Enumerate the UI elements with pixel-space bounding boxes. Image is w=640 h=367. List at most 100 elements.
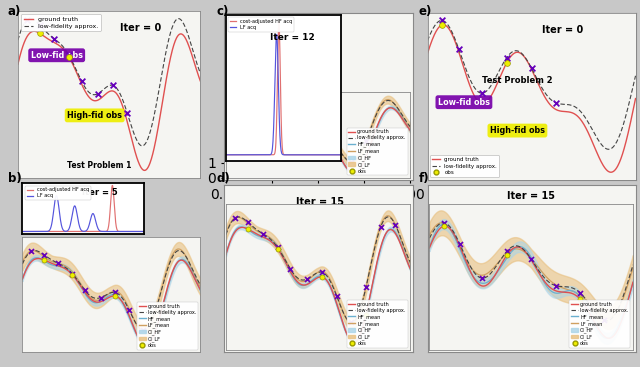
Point [110,293,120,299]
Point [64,52,74,58]
Point [77,79,87,84]
Point [361,138,371,144]
Point [285,128,296,134]
Point [438,220,449,226]
LF acq [236,153,244,157]
cost-adjusted HF acq [58,229,66,234]
Legend: ground truth, low-fidelity approx., HF_mean, LF_mean, CI_HF, CI_LF, obs: ground truth, low-fidelity approx., HF_m… [570,300,630,348]
Point [502,252,512,258]
LF acq [306,153,314,157]
Point [285,266,296,272]
Line: LF acq: LF acq [22,196,144,232]
Legend: ground truth, low-fidelity approx., obs: ground truth, low-fidelity approx., obs [430,155,499,177]
Point [230,215,240,221]
Line: cost-adjusted HF acq: cost-adjusted HF acq [22,185,144,232]
LF acq [108,229,115,234]
Text: Iter = 15: Iter = 15 [296,197,344,207]
Point [317,132,327,138]
Point [317,274,327,280]
Legend: ground truth, low-fidelity approx.: ground truth, low-fidelity approx. [21,14,100,32]
Point [575,296,585,302]
cost-adjusted HF acq [140,229,148,234]
Point [26,248,36,254]
Text: c): c) [216,6,228,18]
Point [526,256,536,262]
LF acq [305,153,313,157]
Point [122,110,132,116]
Legend: ground truth, low-fidelity approx., HF_mean, LF_mean, CI_HF, CI_LF, obs: ground truth, low-fidelity approx., HF_m… [137,302,198,350]
Text: Test Problem 2: Test Problem 2 [482,76,552,85]
Text: d): d) [216,172,230,185]
LF acq [140,229,148,234]
Point [575,290,585,296]
LF acq [295,153,303,157]
Point [317,130,327,135]
Text: Low-fid obs: Low-fid obs [31,51,83,60]
Point [361,284,371,290]
Point [302,276,312,282]
Point [502,60,512,66]
Point [346,159,356,164]
Text: High-fid obs: High-fid obs [490,126,545,135]
Point [332,292,342,298]
LF acq [58,226,66,230]
Point [230,98,240,104]
Point [273,246,283,252]
cost-adjusted HF acq [275,19,283,23]
cost-adjusted HF acq [19,229,26,234]
Point [79,287,90,293]
Point [243,105,253,110]
Text: Iter = 12: Iter = 12 [269,33,314,41]
Point [95,295,106,301]
Point [35,30,45,36]
cost-adjusted HF acq [222,153,230,157]
cost-adjusted HF acq [306,153,314,157]
Text: e): e) [419,6,432,18]
Point [110,290,120,295]
cost-adjusted HF acq [268,153,275,157]
Point [22,17,32,23]
LF acq [95,228,103,233]
Point [361,312,371,317]
Point [550,283,561,288]
Text: f): f) [419,172,429,185]
Text: b): b) [8,172,21,185]
cost-adjusted HF acq [337,153,345,157]
LF acq [52,193,60,198]
Point [273,116,283,122]
cost-adjusted HF acq [305,153,313,157]
Text: High-fid obs: High-fid obs [67,111,122,120]
Point [390,222,401,228]
Point [273,115,283,121]
Text: Low-fid obs: Low-fid obs [438,98,490,107]
LF acq [33,229,41,234]
Text: a): a) [8,6,21,18]
cost-adjusted HF acq [108,183,116,188]
Point [258,231,268,237]
Line: LF acq: LF acq [226,34,341,155]
Point [138,327,148,333]
cost-adjusted HF acq [107,198,115,202]
cost-adjusted HF acq [33,229,41,234]
Point [317,269,327,275]
Point [67,272,77,277]
Point [502,248,512,254]
Point [599,317,609,323]
Point [477,275,488,281]
Point [376,224,386,230]
Legend: ground truth, low-fidelity approx., HF_mean, LF_mean, CI_HF, CI_LF, obs: ground truth, low-fidelity approx., HF_m… [347,300,408,348]
Point [477,90,487,96]
Line: cost-adjusted HF acq: cost-adjusted HF acq [226,21,341,155]
Point [49,36,60,42]
Text: Test Problem 1: Test Problem 1 [67,161,132,170]
Point [527,65,537,71]
LF acq [19,229,26,234]
cost-adjusted HF acq [328,153,336,157]
Point [64,54,74,60]
Point [273,244,283,250]
LF acq [260,153,268,157]
Legend: cost-adjusted HF acq, LF acq: cost-adjusted HF acq, LF acq [228,17,294,32]
Legend: ground truth, low-fidelity approx., HF_mean, LF_mean, CI_HF, CI_LF, obs: ground truth, low-fidelity approx., HF_m… [347,128,408,175]
LF acq [107,229,115,234]
Point [552,100,562,106]
